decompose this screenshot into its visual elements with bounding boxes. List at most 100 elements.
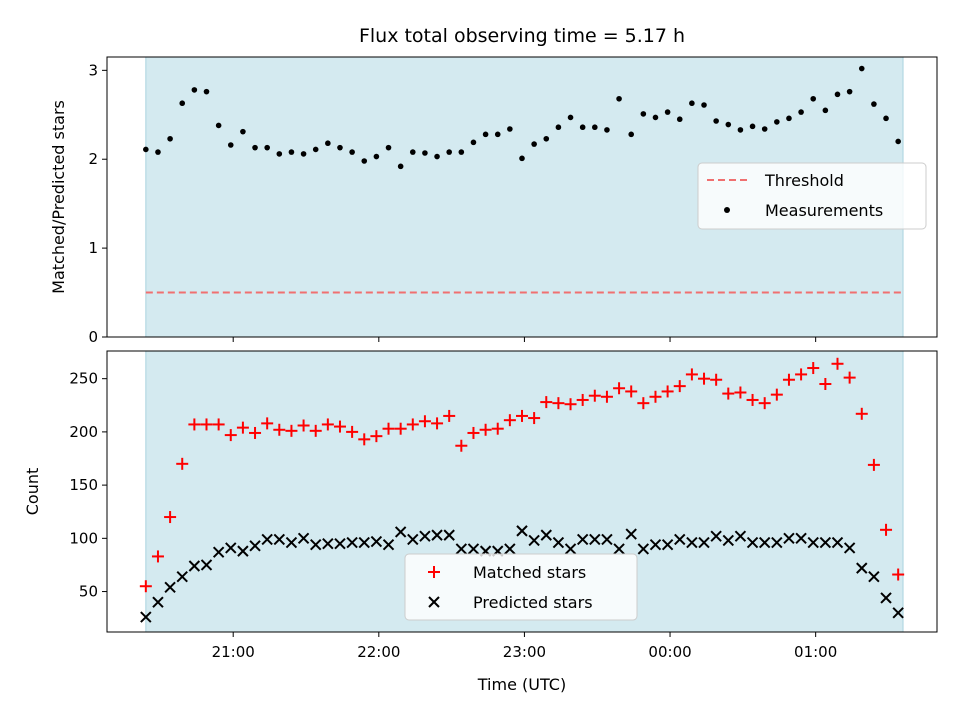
measurement-point — [179, 100, 186, 107]
y-tick-label: 3 — [88, 61, 98, 79]
measurement-point — [494, 131, 501, 138]
matched-star-point — [309, 424, 322, 437]
measurement-point — [822, 107, 829, 114]
measurement-point — [604, 127, 610, 133]
measurement-point — [312, 146, 319, 153]
matched-star-point — [418, 415, 431, 428]
predicted-star-point — [831, 536, 844, 549]
matched-star-point — [770, 388, 783, 401]
top-plot-frame — [106, 56, 938, 338]
measurement-point — [252, 144, 258, 151]
bottom-x-ticks: 21:00 22:00 23:00 00:00 01:00 — [212, 632, 837, 661]
matched-star-point — [758, 397, 771, 410]
predicted-star-point — [370, 535, 383, 548]
predicted-star-point — [758, 536, 771, 549]
measurement-point — [749, 123, 756, 130]
measurement-point — [349, 149, 355, 155]
predicted-star-point — [686, 536, 698, 549]
measurement-point — [871, 101, 877, 107]
matched-star-point — [637, 397, 650, 410]
matched-star-point — [807, 362, 820, 375]
matched-star-point — [649, 390, 662, 403]
y-tick-label: 1 — [88, 239, 98, 257]
measurement-point — [846, 88, 853, 95]
predicted-star-point — [843, 542, 856, 554]
matched-star-point — [892, 568, 905, 581]
measurement-point — [725, 121, 732, 128]
predicted-star-point — [637, 543, 650, 555]
matched-star-point — [722, 387, 735, 400]
chart-title: Flux total observing time = 5.17 h — [359, 25, 685, 47]
matched-star-point — [467, 426, 480, 439]
measurement-point — [664, 109, 671, 115]
predicted-star-point — [261, 533, 273, 546]
predicted-star-point — [589, 533, 601, 546]
matched-star-point — [406, 418, 419, 431]
matched-star-point — [516, 409, 528, 422]
matched-star-point — [212, 418, 225, 431]
predicted-star-point — [140, 611, 152, 623]
matched-star-point — [880, 523, 893, 536]
measurement-point — [895, 138, 901, 145]
predicted-star-point — [431, 529, 443, 541]
matched-star-point — [576, 393, 589, 406]
matched-star-point — [370, 430, 383, 443]
measurement-point — [628, 131, 635, 138]
matched-star-point — [358, 433, 371, 446]
measurement-point — [215, 122, 222, 129]
y-tick-label: 0 — [88, 328, 98, 346]
matched-star-point — [139, 580, 152, 593]
predicted-star-point — [297, 532, 310, 545]
measurement-point — [155, 149, 161, 155]
predicted-star-point — [661, 539, 674, 551]
top-legend-box — [697, 162, 927, 230]
predicted-star-point — [516, 525, 528, 537]
matched-star-point — [661, 385, 674, 398]
matched-star-point — [261, 417, 274, 430]
predicted-star-point — [613, 543, 625, 555]
predicted-star-point — [200, 559, 213, 571]
predicted-star-point — [649, 539, 662, 551]
count-panel: 50 100 150 200 250 21:00 22:00 23:00 00:00 01:00… — [23, 350, 938, 694]
predicted-star-point — [394, 526, 407, 538]
predicted-star-point — [807, 536, 819, 549]
predicted-star-point — [152, 596, 164, 608]
measurement-point — [774, 119, 780, 125]
predicted-star-point — [856, 562, 868, 574]
measurement-point — [761, 126, 768, 132]
bottom-y-axis-label: Count — [23, 468, 42, 516]
x-tick-label: 22:00 — [357, 643, 400, 661]
measurement-point — [567, 114, 574, 121]
measurement-point — [555, 124, 562, 131]
measurement-point — [167, 135, 173, 142]
measurement-point — [519, 155, 525, 162]
predicted-star-point — [346, 536, 358, 549]
measurement-point — [810, 95, 817, 102]
matched-star-point — [503, 414, 516, 427]
measurement-point — [616, 95, 622, 102]
predicted-star-point — [212, 546, 225, 558]
x-tick-label: 23:00 — [503, 643, 546, 661]
matched-star-point — [795, 368, 808, 381]
measurement-point — [300, 151, 307, 157]
predicted-star-point — [443, 529, 455, 541]
measurement-point — [592, 124, 598, 131]
measurement-point — [858, 65, 865, 72]
measurement-point — [652, 114, 659, 121]
predicted-star-point — [504, 543, 516, 555]
predicted-star-point — [868, 570, 880, 583]
matched-star-point — [528, 412, 541, 425]
predicted-star-point — [455, 543, 468, 555]
measurement-point — [325, 140, 331, 147]
matched-star-point — [613, 382, 626, 395]
matched-star-point — [831, 357, 844, 370]
matched-legend-label: Matched stars — [473, 563, 586, 582]
bottom-y-ticks: 50 100 150 200 250 — [69, 370, 107, 601]
predicted-star-point — [795, 532, 807, 545]
matched-star-point — [491, 422, 504, 435]
predicted-star-point — [419, 530, 431, 542]
matched-star-point — [588, 389, 601, 402]
matched-star-point — [285, 424, 298, 437]
measurement-point — [276, 151, 283, 157]
matched-star-point — [564, 398, 577, 411]
